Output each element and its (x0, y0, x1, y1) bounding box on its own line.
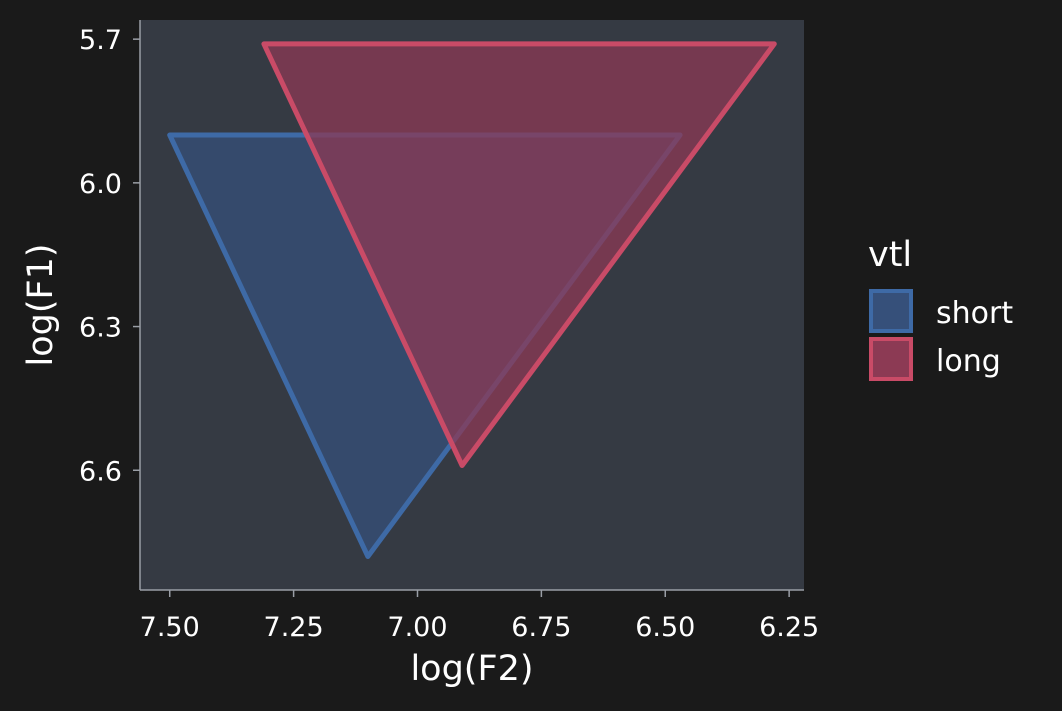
legend-key-short (869, 289, 913, 333)
legend-key-long (869, 337, 913, 381)
legend: short long (869, 289, 1013, 381)
x-tick-label: 7.00 (387, 612, 447, 643)
y-tick-labels: 5.7 6.0 6.3 6.6 (79, 25, 140, 487)
y-tick-label: 6.3 (79, 313, 122, 344)
y-tick-label: 6.6 (79, 456, 122, 487)
legend-label-long: long (936, 344, 1001, 379)
legend-label-short: short (936, 296, 1013, 331)
y-tick-label: 5.7 (79, 25, 122, 56)
x-tick-label: 7.50 (140, 612, 200, 643)
x-tick-label: 6.25 (759, 612, 819, 643)
y-axis-title: log(F1) (21, 243, 61, 366)
series-polygon-long (261, 41, 777, 468)
x-tick-labels: 7.50 7.25 7.00 6.75 6.50 6.25 (140, 590, 819, 643)
legend-title: vtl (868, 235, 912, 275)
x-tick-label: 6.75 (511, 612, 571, 643)
x-axis-title: log(F2) (410, 649, 533, 689)
x-tick-label: 7.25 (264, 612, 324, 643)
x-tick-label: 6.50 (635, 612, 695, 643)
triangle-layer (167, 41, 777, 559)
y-tick-label: 6.0 (79, 169, 122, 200)
